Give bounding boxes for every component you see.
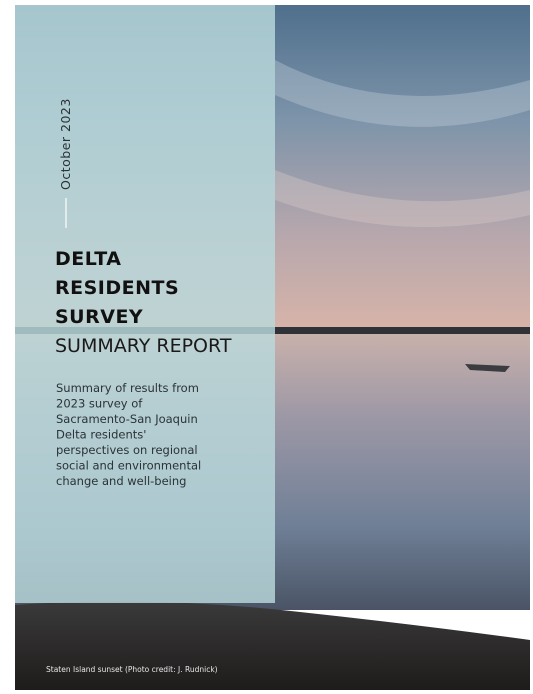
description-line: 2023 survey of <box>56 397 143 411</box>
text-panel <box>15 5 275 603</box>
caption: Staten Island sunset (Photo credit: J. R… <box>46 665 218 674</box>
reeds <box>465 364 510 372</box>
date: October 2023 <box>58 98 73 190</box>
cloud <box>275 60 530 127</box>
description-line: Summary of results from <box>56 381 199 395</box>
title-line: SURVEY <box>55 306 143 328</box>
description-line: change and well-being <box>56 474 186 488</box>
description-line: Delta residents' <box>56 428 146 442</box>
cloud <box>275 170 530 227</box>
subtitle: SUMMARY REPORT <box>55 335 232 357</box>
description-line: social and environmental <box>56 459 201 473</box>
description: Summary of results from 2023 survey ofSac… <box>56 381 201 488</box>
title: DELTA RESIDENTS SURVEY <box>55 248 179 328</box>
shore <box>15 601 530 690</box>
description-line: perspectives on regional <box>56 443 198 457</box>
title-line: RESIDENTS <box>55 277 179 299</box>
description-line: Sacramento-San Joaquin <box>56 412 198 426</box>
title-line: DELTA <box>55 248 121 270</box>
